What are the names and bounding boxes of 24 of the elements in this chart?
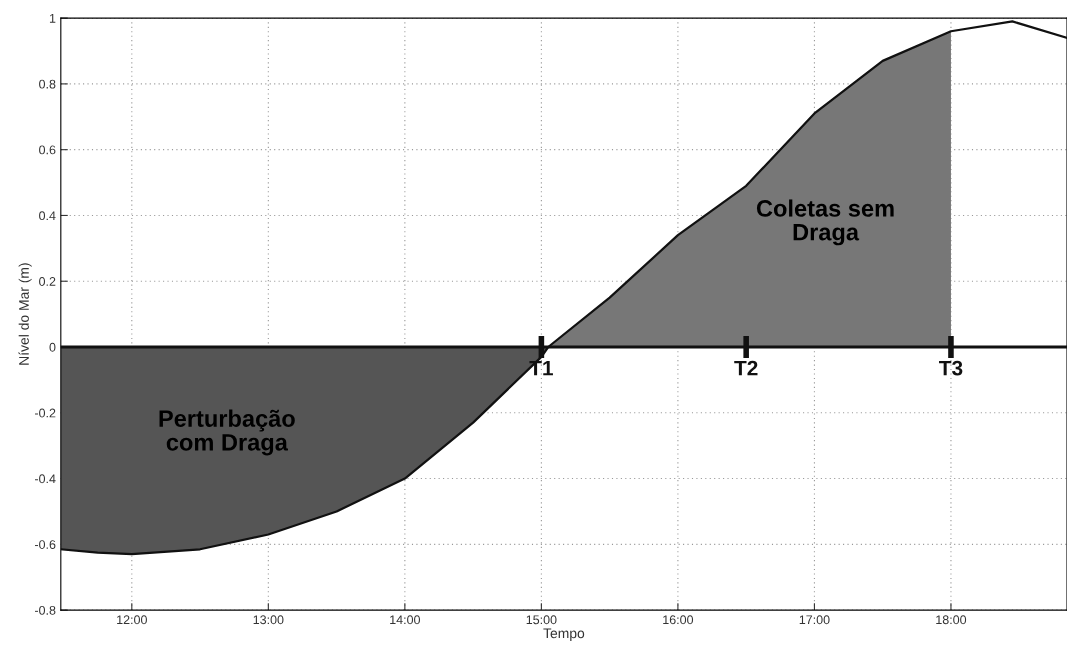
y-axis-title: Nível do Mar (m) [18,263,32,365]
x-tick-label: 12:00 [117,615,147,625]
annotation: T3 [939,360,963,376]
y-tick-label: 0 [49,342,56,352]
y-tick-label: -0.2 [34,408,56,418]
annotation: Perturbação com Draga [159,409,295,456]
y-tick-label: -0.8 [34,605,56,615]
y-tick-label: -0.4 [34,474,56,484]
y-tick-label: 0.2 [39,277,56,286]
x-tick-label: 14:00 [390,615,421,625]
y-tick-label: -0.6 [34,540,56,549]
x-tick-label: 18:00 [936,615,967,625]
x-tick-label: 13:00 [253,615,284,625]
x-tick-label: 15:00 [526,615,557,625]
annotation: T2 [734,360,758,376]
annotation: T1 [529,360,553,376]
y-tick-label: 0.4 [39,211,56,221]
y-tick-label: 1 [49,14,56,23]
x-tick-label: 16:00 [663,615,694,625]
x-axis-title: Tempo [543,628,585,641]
x-tick-label: 17:00 [799,615,830,625]
annotation: Coletas sem Draga [756,199,894,246]
y-tick-label: 0.6 [39,145,56,155]
y-tick-label: 0.8 [39,79,56,89]
